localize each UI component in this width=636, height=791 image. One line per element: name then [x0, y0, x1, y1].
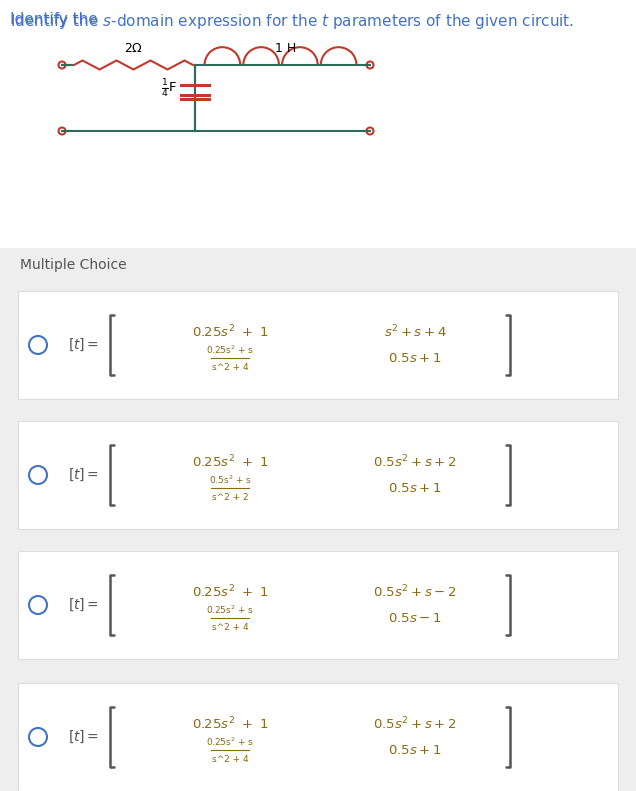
- Text: Multiple Choice: Multiple Choice: [20, 258, 127, 272]
- Text: s^2 + 4: s^2 + 4: [212, 755, 248, 763]
- Text: $0.5s^2+s+2$: $0.5s^2+s+2$: [373, 454, 457, 471]
- Text: $[t]=$: $[t]=$: [68, 729, 99, 745]
- Text: $0.5s^2+s-2$: $0.5s^2+s-2$: [373, 584, 457, 600]
- Text: s^2 + 4: s^2 + 4: [212, 623, 248, 631]
- FancyBboxPatch shape: [18, 683, 618, 791]
- Text: $0.5s+1$: $0.5s+1$: [388, 483, 442, 495]
- Text: $0.5s-1$: $0.5s-1$: [388, 612, 442, 626]
- Text: 0.25s$^2$ + s: 0.25s$^2$ + s: [206, 344, 254, 356]
- Text: $0.25s^2\ +\ 1$: $0.25s^2\ +\ 1$: [191, 716, 268, 732]
- Text: $[t]=$: $[t]=$: [68, 597, 99, 613]
- Text: $0.5s+1$: $0.5s+1$: [388, 353, 442, 365]
- Text: $0.25s^2\ +\ 1$: $0.25s^2\ +\ 1$: [191, 454, 268, 471]
- Text: $0.25s^2\ +\ 1$: $0.25s^2\ +\ 1$: [191, 584, 268, 600]
- Text: $[t]=$: $[t]=$: [68, 337, 99, 353]
- FancyBboxPatch shape: [18, 551, 618, 659]
- Text: $s^2+s+4$: $s^2+s+4$: [384, 324, 446, 340]
- Text: 0.25s$^2$ + s: 0.25s$^2$ + s: [206, 736, 254, 748]
- Text: $0.25s^2\ +\ 1$: $0.25s^2\ +\ 1$: [191, 324, 268, 340]
- Text: Identify the: Identify the: [10, 12, 102, 27]
- Bar: [0, 248, 636, 791]
- Text: 1 H: 1 H: [275, 42, 296, 55]
- Text: 0.5s$^2$ + s: 0.5s$^2$ + s: [209, 474, 251, 486]
- Text: $\frac{1}{4}$F: $\frac{1}{4}$F: [161, 78, 177, 100]
- Text: s^2 + 2: s^2 + 2: [212, 493, 248, 501]
- Text: $[t]=$: $[t]=$: [68, 467, 99, 483]
- FancyBboxPatch shape: [18, 421, 618, 529]
- Text: $0.5s^2+s+2$: $0.5s^2+s+2$: [373, 716, 457, 732]
- Text: $0.5s+1$: $0.5s+1$: [388, 744, 442, 758]
- Text: 2$\Omega$: 2$\Omega$: [124, 42, 143, 55]
- Text: 0.25s$^2$ + s: 0.25s$^2$ + s: [206, 604, 254, 616]
- FancyBboxPatch shape: [18, 291, 618, 399]
- Text: s^2 + 4: s^2 + 4: [212, 362, 248, 372]
- Text: Identify the $s$-domain expression for the $t$ parameters of the given circuit.: Identify the $s$-domain expression for t…: [10, 12, 574, 31]
